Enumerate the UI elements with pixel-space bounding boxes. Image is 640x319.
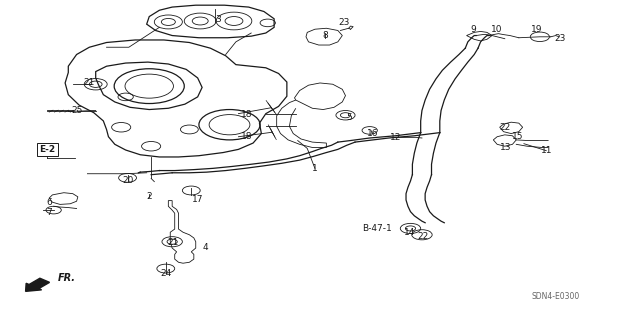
Text: SDN4-E0300: SDN4-E0300 — [532, 292, 580, 300]
Text: 20: 20 — [122, 175, 133, 185]
Text: FR.: FR. — [58, 273, 76, 283]
Text: 10: 10 — [492, 25, 503, 34]
Text: 23: 23 — [339, 19, 350, 27]
Text: 1: 1 — [312, 164, 318, 173]
Text: 22: 22 — [418, 233, 429, 241]
Text: 18: 18 — [241, 110, 252, 119]
Text: 11: 11 — [540, 146, 552, 155]
Text: E-2: E-2 — [39, 145, 55, 154]
Text: 9: 9 — [470, 25, 476, 34]
Text: 8: 8 — [322, 31, 328, 40]
Text: 21: 21 — [84, 78, 95, 87]
Text: 4: 4 — [202, 243, 208, 252]
Text: 15: 15 — [512, 132, 524, 141]
Text: 22: 22 — [499, 123, 511, 132]
Text: 14: 14 — [404, 228, 415, 237]
Text: 2: 2 — [147, 192, 152, 201]
Text: 3: 3 — [215, 15, 221, 24]
Text: 5: 5 — [346, 113, 351, 122]
Text: 23: 23 — [554, 34, 565, 43]
Text: B-47-1: B-47-1 — [362, 224, 392, 233]
Text: 18: 18 — [241, 132, 252, 141]
Text: 24: 24 — [160, 270, 172, 278]
Text: 12: 12 — [390, 133, 401, 142]
Text: 16: 16 — [367, 129, 378, 138]
Text: 17: 17 — [192, 195, 204, 204]
Text: 25: 25 — [71, 106, 83, 115]
Text: 21: 21 — [168, 238, 179, 247]
FancyArrow shape — [26, 278, 49, 291]
Text: 13: 13 — [500, 143, 512, 152]
Text: 19: 19 — [531, 25, 543, 34]
Text: 7: 7 — [46, 208, 52, 217]
Text: 6: 6 — [46, 198, 52, 207]
